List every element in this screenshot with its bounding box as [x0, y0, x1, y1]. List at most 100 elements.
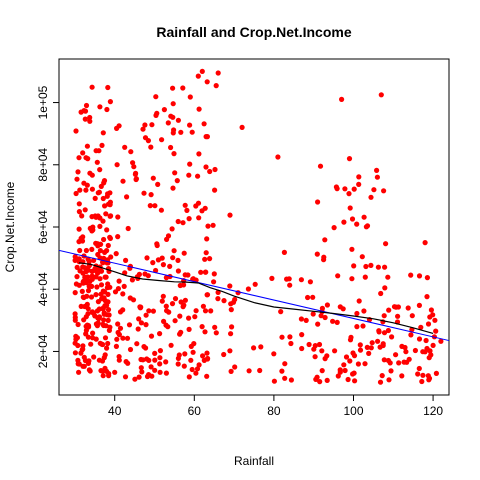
data-point [141, 190, 147, 196]
data-point [128, 149, 134, 155]
data-point [393, 304, 399, 310]
data-point [322, 237, 328, 243]
data-point [106, 373, 112, 379]
data-point [189, 366, 195, 373]
data-point [114, 125, 120, 131]
data-point [228, 307, 234, 313]
data-point [424, 275, 430, 281]
data-point [186, 315, 192, 321]
data-point [112, 369, 118, 375]
data-point [104, 285, 110, 291]
data-point [212, 166, 218, 173]
data-point [191, 341, 197, 347]
data-point [385, 327, 391, 334]
data-point [150, 260, 156, 266]
data-point [368, 262, 374, 268]
data-point [143, 345, 149, 351]
data-point [271, 351, 277, 357]
data-point [102, 203, 108, 209]
data-point [105, 307, 112, 313]
data-point [155, 257, 161, 263]
data-point [357, 347, 364, 353]
data-point [144, 373, 151, 380]
data-point [76, 361, 82, 367]
data-point [198, 269, 204, 275]
data-point [160, 262, 166, 268]
data-point [73, 128, 79, 134]
data-point [90, 227, 96, 233]
data-point [95, 190, 101, 196]
data-point [149, 122, 155, 128]
data-point [349, 216, 356, 222]
data-point [83, 280, 89, 286]
data-point [93, 292, 99, 298]
data-point [147, 203, 153, 209]
data-point [143, 322, 149, 328]
data-point [93, 274, 99, 280]
data-point [186, 172, 192, 178]
data-point [362, 361, 368, 367]
data-point [205, 223, 211, 229]
data-point [76, 209, 82, 215]
data-point [335, 373, 341, 379]
data-point [190, 349, 196, 355]
data-point [186, 326, 192, 332]
data-point [315, 321, 321, 327]
data-point [258, 344, 264, 350]
data-point [310, 311, 316, 317]
data-point [138, 365, 144, 371]
data-point [107, 213, 113, 219]
data-point [97, 215, 103, 221]
data-point [104, 106, 110, 113]
data-point [88, 294, 95, 300]
data-point [125, 225, 131, 232]
data-point [195, 173, 201, 179]
data-point [202, 256, 208, 262]
data-point [357, 342, 363, 348]
data-point [85, 360, 91, 366]
data-point [299, 332, 305, 338]
data-point [115, 214, 121, 220]
data-point [354, 324, 360, 330]
data-point [157, 361, 163, 367]
data-point [84, 182, 90, 188]
data-point [146, 308, 152, 314]
data-point [181, 302, 187, 308]
data-point [187, 122, 193, 128]
y-axis: 2e+04 4e+04 6e+04 8e+04 1e+05 [36, 85, 59, 368]
data-point [375, 264, 381, 270]
data-point [143, 312, 149, 318]
data-point [356, 174, 362, 180]
data-point [127, 346, 134, 353]
data-point [144, 255, 150, 261]
data-point [388, 368, 394, 374]
data-point [361, 308, 367, 314]
data-point [424, 294, 430, 300]
data-point [104, 345, 110, 351]
data-point [97, 167, 103, 173]
data-point [123, 359, 129, 365]
data-point [123, 257, 129, 263]
data-point [361, 214, 367, 220]
data-point [135, 326, 141, 332]
data-point [257, 367, 263, 374]
data-point [385, 357, 391, 364]
data-point [374, 167, 380, 173]
data-point [122, 374, 129, 380]
data-point [102, 352, 108, 358]
data-point [92, 213, 98, 219]
data-point [85, 311, 91, 317]
data-point [116, 332, 122, 338]
data-point [84, 293, 90, 299]
data-point [347, 205, 353, 211]
data-point [136, 271, 142, 277]
data-point [193, 203, 199, 209]
data-point [252, 281, 258, 287]
data-point [354, 310, 360, 317]
data-point [164, 308, 170, 314]
data-point [232, 364, 238, 370]
data-point [204, 292, 210, 298]
data-point [211, 279, 217, 285]
data-point [378, 290, 384, 297]
x-tick-label: 100 [343, 404, 363, 418]
